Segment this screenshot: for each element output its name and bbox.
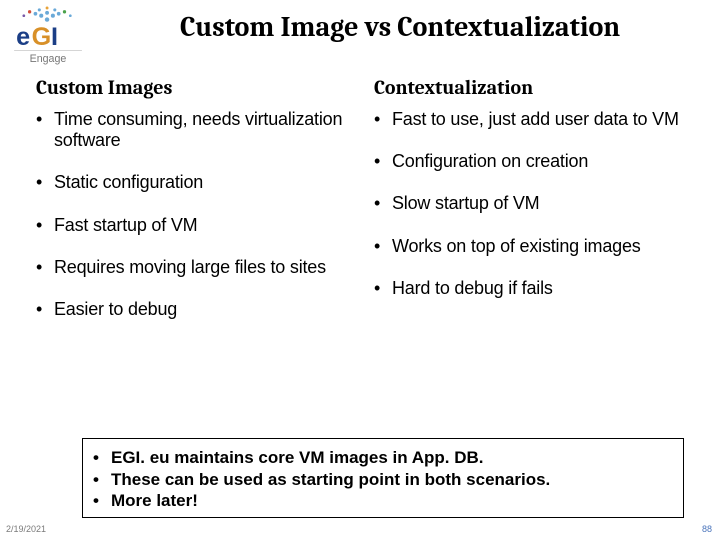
left-column: Custom Images Time consuming, needs virt… [36,76,354,341]
list-item: More later! [93,490,673,511]
egi-logo: e G I Engage [10,6,88,68]
list-item: Works on top of existing images [374,236,692,257]
list-item: Static configuration [36,172,354,193]
svg-text:G: G [32,23,52,51]
svg-text:I: I [51,23,58,51]
page-number: 88 [702,524,712,534]
list-item: These can be used as starting point in b… [93,469,673,490]
list-item: Hard to debug if fails [374,278,692,299]
list-item: Configuration on creation [374,151,692,172]
svg-text:e: e [16,23,30,51]
footer-callout-box: EGI. eu maintains core VM images in App.… [82,438,684,518]
list-item: Easier to debug [36,299,354,320]
list-item: EGI. eu maintains core VM images in App.… [93,447,673,468]
right-column-heading: Contextualization [374,76,692,99]
list-item: Fast to use, just add user data to VM [374,109,692,130]
comparison-columns: Custom Images Time consuming, needs virt… [36,76,692,341]
right-column: Contextualization Fast to use, just add … [374,76,692,341]
date-label: 2/19/2021 [6,524,46,534]
list-item: Slow startup of VM [374,193,692,214]
slide: e G I Engage Custom Image vs Contextuali… [0,0,720,540]
list-item: Time consuming, needs virtualization sof… [36,109,354,151]
left-bullet-list: Time consuming, needs virtualization sof… [36,109,354,320]
slide-title: Custom Image vs Contextualization [180,12,620,43]
svg-text:Engage: Engage [30,53,67,65]
list-item: Fast startup of VM [36,215,354,236]
left-column-heading: Custom Images [36,76,354,99]
right-bullet-list: Fast to use, just add user data to VM Co… [374,109,692,299]
footer-bullet-list: EGI. eu maintains core VM images in App.… [93,447,673,511]
list-item: Requires moving large files to sites [36,257,354,278]
